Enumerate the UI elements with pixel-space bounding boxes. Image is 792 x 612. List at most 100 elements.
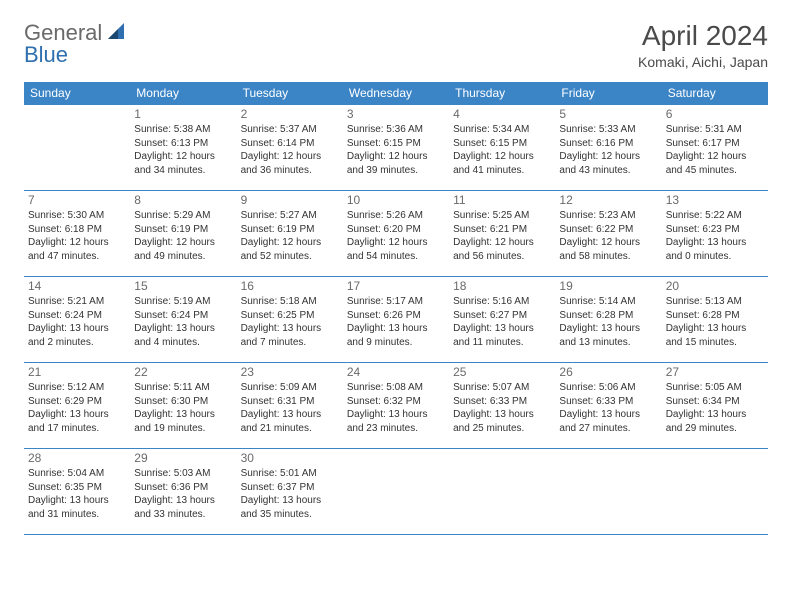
cell-line-sunrise: Sunrise: 5:14 AM (559, 295, 657, 309)
weekday-header: Monday (130, 82, 236, 105)
calendar-day-cell: 28Sunrise: 5:04 AMSunset: 6:35 PMDayligh… (24, 449, 130, 535)
cell-line-daylight2: and 36 minutes. (241, 164, 339, 178)
cell-line-sunrise: Sunrise: 5:27 AM (241, 209, 339, 223)
calendar-day-cell: 13Sunrise: 5:22 AMSunset: 6:23 PMDayligh… (662, 191, 768, 277)
day-number: 30 (241, 451, 339, 465)
calendar-day-cell (555, 449, 661, 535)
day-number: 12 (559, 193, 657, 207)
cell-line-daylight2: and 39 minutes. (347, 164, 445, 178)
calendar-day-cell: 24Sunrise: 5:08 AMSunset: 6:32 PMDayligh… (343, 363, 449, 449)
cell-line-daylight2: and 31 minutes. (28, 508, 126, 522)
calendar-header-row: SundayMondayTuesdayWednesdayThursdayFrid… (24, 82, 768, 105)
cell-line-daylight1: Daylight: 13 hours (559, 408, 657, 422)
logo-sail-icon (106, 21, 126, 46)
cell-line-daylight1: Daylight: 13 hours (241, 322, 339, 336)
calendar-day-cell: 18Sunrise: 5:16 AMSunset: 6:27 PMDayligh… (449, 277, 555, 363)
cell-line-sunset: Sunset: 6:34 PM (666, 395, 764, 409)
cell-line-sunset: Sunset: 6:33 PM (453, 395, 551, 409)
cell-line-daylight1: Daylight: 12 hours (559, 150, 657, 164)
calendar-day-cell (662, 449, 768, 535)
day-number: 14 (28, 279, 126, 293)
weekday-header: Sunday (24, 82, 130, 105)
cell-line-sunset: Sunset: 6:15 PM (453, 137, 551, 151)
cell-line-sunset: Sunset: 6:25 PM (241, 309, 339, 323)
cell-line-sunset: Sunset: 6:30 PM (134, 395, 232, 409)
calendar-day-cell: 2Sunrise: 5:37 AMSunset: 6:14 PMDaylight… (237, 105, 343, 191)
cell-line-sunset: Sunset: 6:20 PM (347, 223, 445, 237)
cell-line-sunset: Sunset: 6:24 PM (28, 309, 126, 323)
cell-line-sunset: Sunset: 6:35 PM (28, 481, 126, 495)
cell-line-sunset: Sunset: 6:22 PM (559, 223, 657, 237)
cell-line-daylight2: and 35 minutes. (241, 508, 339, 522)
cell-line-daylight1: Daylight: 12 hours (453, 150, 551, 164)
calendar-day-cell: 12 Sunrise: 5:23 AMSunset: 6:22 PMDayligh… (555, 191, 661, 277)
day-number: 6 (666, 107, 764, 121)
cell-line-daylight2: and 25 minutes. (453, 422, 551, 436)
weekday-header: Friday (555, 82, 661, 105)
cell-line-daylight1: Daylight: 12 hours (666, 150, 764, 164)
cell-line-sunset: Sunset: 6:19 PM (134, 223, 232, 237)
cell-line-sunrise: Sunrise: 5:23 AM (559, 209, 657, 223)
cell-line-daylight2: and 52 minutes. (241, 250, 339, 264)
cell-line-sunset: Sunset: 6:23 PM (666, 223, 764, 237)
cell-line-daylight1: Daylight: 12 hours (241, 150, 339, 164)
day-number: 24 (347, 365, 445, 379)
cell-line-daylight1: Daylight: 13 hours (134, 322, 232, 336)
weekday-header: Wednesday (343, 82, 449, 105)
day-number: 2 (241, 107, 339, 121)
day-number: 1 (134, 107, 232, 121)
cell-line-sunrise: Sunrise: 5:29 AM (134, 209, 232, 223)
cell-line-daylight2: and 58 minutes. (559, 250, 657, 264)
page-header: General April 2024 Komaki, Aichi, Japan (24, 20, 768, 70)
calendar-day-cell: 15Sunrise: 5:19 AMSunset: 6:24 PMDayligh… (130, 277, 236, 363)
calendar-week-row: 28Sunrise: 5:04 AMSunset: 6:35 PMDayligh… (24, 449, 768, 535)
cell-line-daylight1: Daylight: 13 hours (347, 408, 445, 422)
cell-line-daylight2: and 19 minutes. (134, 422, 232, 436)
cell-line-daylight2: and 11 minutes. (453, 336, 551, 350)
calendar-day-cell: 14Sunrise: 5:21 AMSunset: 6:24 PMDayligh… (24, 277, 130, 363)
cell-line-daylight2: and 15 minutes. (666, 336, 764, 350)
calendar-day-cell: 8Sunrise: 5:29 AMSunset: 6:19 PMDaylight… (130, 191, 236, 277)
cell-line-daylight2: and 13 minutes. (559, 336, 657, 350)
cell-line-sunset: Sunset: 6:33 PM (559, 395, 657, 409)
cell-line-sunrise: Sunrise: 5:01 AM (241, 467, 339, 481)
cell-line-sunset: Sunset: 6:26 PM (347, 309, 445, 323)
day-number: 10 (347, 193, 445, 207)
cell-line-sunset: Sunset: 6:24 PM (134, 309, 232, 323)
cell-line-daylight1: Daylight: 12 hours (28, 236, 126, 250)
cell-line-daylight2: and 45 minutes. (666, 164, 764, 178)
calendar-day-cell: 29Sunrise: 5:03 AMSunset: 6:36 PMDayligh… (130, 449, 236, 535)
day-number: 25 (453, 365, 551, 379)
cell-line-daylight1: Daylight: 13 hours (666, 408, 764, 422)
title-block: April 2024 Komaki, Aichi, Japan (638, 20, 768, 70)
cell-line-sunrise: Sunrise: 5:07 AM (453, 381, 551, 395)
cell-line-sunrise: Sunrise: 5:16 AM (453, 295, 551, 309)
cell-line-sunset: Sunset: 6:27 PM (453, 309, 551, 323)
cell-line-sunrise: Sunrise: 5:37 AM (241, 123, 339, 137)
day-number: 5 (559, 107, 657, 121)
cell-line-daylight1: Daylight: 13 hours (134, 494, 232, 508)
day-number: 13 (666, 193, 764, 207)
cell-line-sunset: Sunset: 6:15 PM (347, 137, 445, 151)
cell-line-sunset: Sunset: 6:18 PM (28, 223, 126, 237)
cell-line-daylight1: Daylight: 13 hours (134, 408, 232, 422)
cell-line-daylight1: Daylight: 13 hours (453, 408, 551, 422)
calendar-day-cell: 21Sunrise: 5:12 AMSunset: 6:29 PMDayligh… (24, 363, 130, 449)
cell-line-sunrise: Sunrise: 5:06 AM (559, 381, 657, 395)
calendar-day-cell: 7Sunrise: 5:30 AMSunset: 6:18 PMDaylight… (24, 191, 130, 277)
calendar-day-cell: 19Sunrise: 5:14 AMSunset: 6:28 PMDayligh… (555, 277, 661, 363)
cell-line-daylight1: Daylight: 13 hours (28, 408, 126, 422)
weekday-header: Saturday (662, 82, 768, 105)
weekday-header: Thursday (449, 82, 555, 105)
cell-line-sunrise: Sunrise: 5:17 AM (347, 295, 445, 309)
cell-line-daylight2: and 0 minutes. (666, 250, 764, 264)
cell-line-daylight2: and 47 minutes. (28, 250, 126, 264)
cell-line-daylight1: Daylight: 13 hours (666, 322, 764, 336)
cell-line-sunrise: Sunrise: 5:31 AM (666, 123, 764, 137)
cell-line-daylight1: Daylight: 12 hours (559, 236, 657, 250)
cell-line-sunrise: Sunrise: 5:18 AM (241, 295, 339, 309)
cell-line-daylight2: and 43 minutes. (559, 164, 657, 178)
calendar-day-cell (449, 449, 555, 535)
cell-line-daylight1: Daylight: 12 hours (347, 150, 445, 164)
calendar-week-row: 7Sunrise: 5:30 AMSunset: 6:18 PMDaylight… (24, 191, 768, 277)
